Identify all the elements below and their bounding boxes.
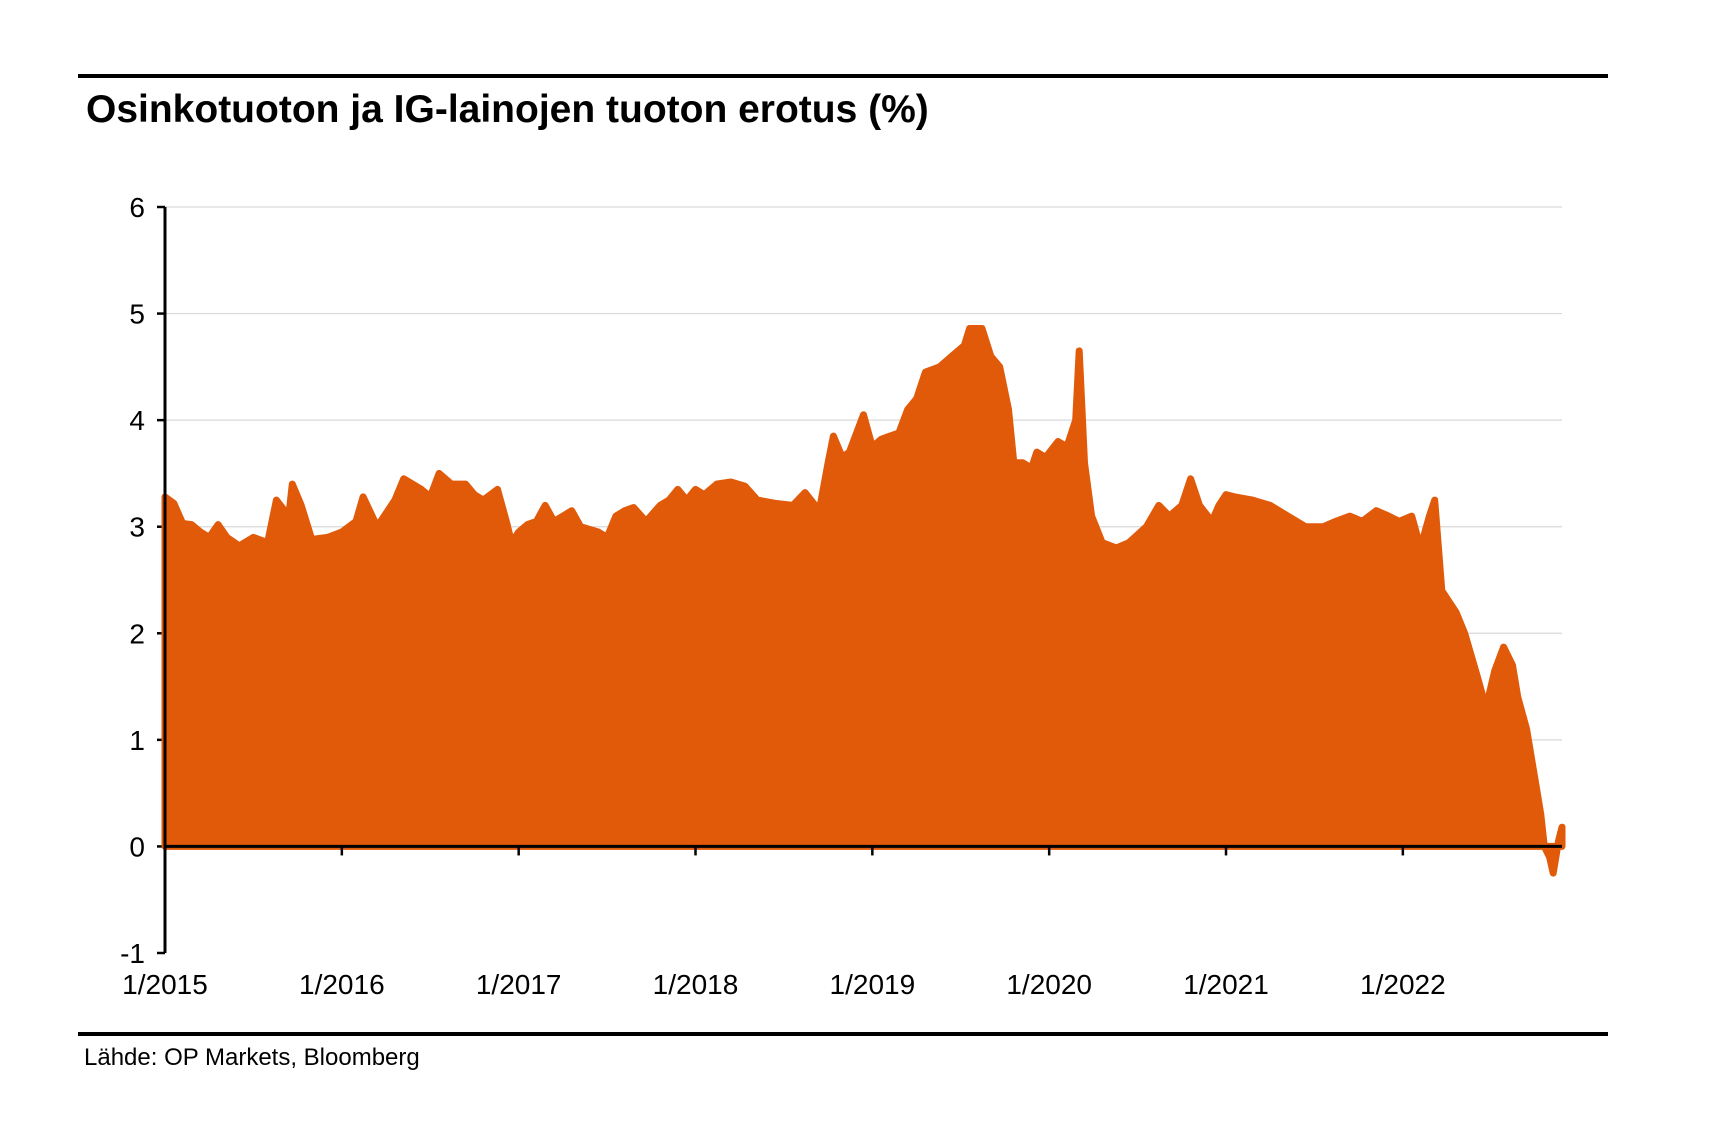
x-tick-label: 1/2015: [122, 969, 208, 1000]
x-tick-label: 1/2018: [653, 969, 739, 1000]
source-note: Lähde: OP Markets, Bloomberg: [84, 1044, 420, 1071]
x-tick-label: 1/2017: [476, 969, 562, 1000]
y-tick-label: 3: [129, 512, 145, 543]
y-tick-label: 2: [129, 618, 145, 649]
x-tick-label: 1/2019: [830, 969, 916, 1000]
y-tick-label: -1: [120, 938, 145, 969]
y-tick-label: 6: [129, 192, 145, 223]
bottom-rule: [78, 1032, 1608, 1036]
y-tick-label: 1: [129, 725, 145, 756]
x-tick-label: 1/2016: [299, 969, 385, 1000]
x-tick-label: 1/2020: [1006, 969, 1092, 1000]
top-rule: [78, 74, 1608, 78]
y-tick-label: 0: [129, 831, 145, 862]
chart-title: Osinkotuoton ja IG-lainojen tuoton erotu…: [86, 88, 929, 131]
y-tick-label: 4: [129, 405, 145, 436]
series-area: [161, 325, 1566, 877]
x-tick-label: 1/2021: [1183, 969, 1269, 1000]
x-tick-label: 1/2022: [1360, 969, 1446, 1000]
y-tick-label: 5: [129, 299, 145, 330]
